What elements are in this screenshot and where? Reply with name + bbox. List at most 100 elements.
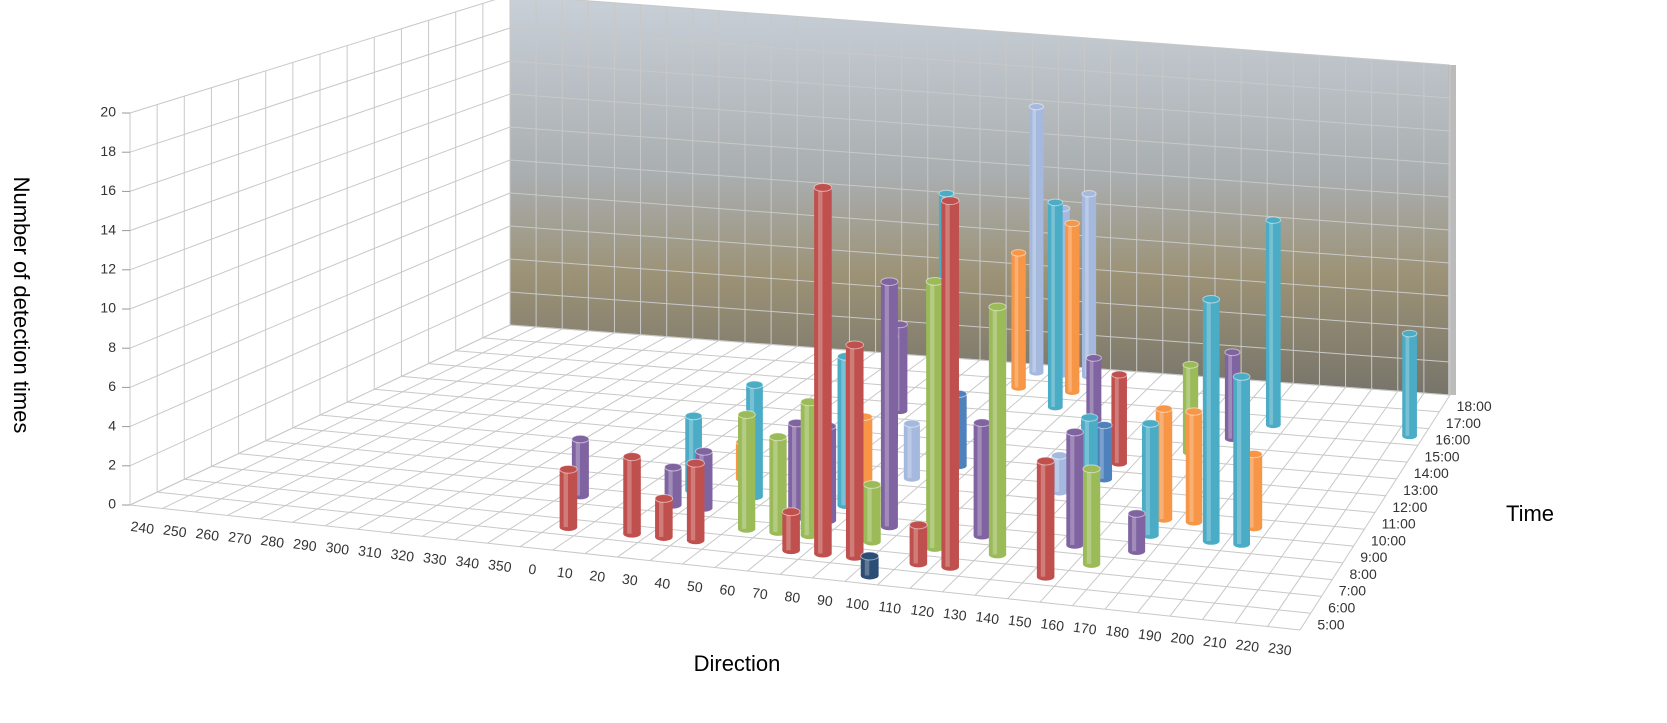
column-shine [1189, 411, 1194, 522]
column-shine [1086, 468, 1092, 565]
column-top [622, 452, 642, 462]
x-tick-label: 40 [654, 574, 672, 592]
column [925, 277, 944, 552]
column-top [925, 277, 944, 286]
column-shine [977, 422, 982, 536]
column-top [862, 480, 882, 489]
column-shine [1114, 374, 1119, 464]
column [862, 480, 882, 546]
x-tick-label: 80 [784, 588, 802, 606]
column-top [1080, 413, 1099, 422]
column-top [909, 520, 928, 530]
column-body [559, 469, 578, 528]
x-tick-label: 180 [1105, 622, 1131, 641]
column-shine [741, 414, 747, 529]
column-shine [1040, 461, 1046, 577]
column-shine [841, 356, 846, 506]
column-body [623, 456, 641, 534]
column-top [1155, 404, 1173, 413]
column-body [1155, 408, 1173, 520]
column [1202, 294, 1221, 545]
grid-line [129, 60, 1451, 192]
column-top [973, 418, 992, 428]
column-shine [1051, 202, 1055, 408]
column [940, 196, 960, 571]
column [686, 458, 705, 545]
column-shine [1206, 299, 1211, 542]
column [860, 551, 880, 580]
z-tick-label: 11:00 [1382, 516, 1416, 532]
column [1010, 249, 1027, 391]
column-top [903, 419, 921, 428]
column-top [1064, 219, 1080, 228]
x-tick-label: 290 [292, 535, 318, 554]
x-tick-label: 140 [975, 608, 1001, 627]
x-tick-label: 100 [845, 594, 871, 613]
column-top [1082, 464, 1101, 474]
y-axis-title: Number of detection times [9, 177, 34, 434]
column-top [880, 277, 899, 287]
column-body [769, 436, 787, 533]
column-top [1065, 427, 1084, 437]
x-tick-label: 340 [455, 553, 481, 572]
column-body [814, 187, 832, 554]
column-shine [867, 484, 872, 542]
column [768, 432, 788, 536]
x-tick-label: 120 [910, 601, 936, 620]
column-body [1036, 461, 1055, 577]
column-top [781, 507, 801, 517]
column-shine [1159, 408, 1164, 520]
floor-grid-line [428, 363, 1418, 446]
x-tick-label: 240 [130, 518, 156, 537]
column [1185, 407, 1203, 526]
column [1110, 370, 1128, 467]
x-tick-label: 330 [422, 549, 448, 568]
column-top [1050, 451, 1069, 460]
column-shine [668, 467, 673, 505]
column-shine [659, 498, 664, 537]
column-body [1185, 411, 1203, 522]
column-shine [1249, 454, 1254, 528]
column [622, 452, 642, 538]
column [1047, 198, 1064, 411]
x-tick-label: 110 [878, 598, 903, 617]
column [800, 397, 819, 540]
column-shine [804, 401, 809, 536]
column-body [1047, 202, 1063, 408]
column-top [654, 494, 674, 503]
column-top [1028, 102, 1044, 111]
column-shine [1405, 333, 1410, 436]
column-shine [849, 344, 855, 557]
y-tick-label: 4 [108, 417, 116, 433]
column-body [1051, 455, 1068, 492]
column-shine [792, 423, 797, 518]
column [1265, 216, 1282, 429]
column-top [1010, 249, 1027, 257]
column-body [782, 511, 800, 551]
column [903, 419, 921, 482]
column-top [684, 411, 703, 421]
column-shine [864, 555, 870, 576]
column [654, 494, 674, 541]
column [1064, 219, 1080, 395]
column-shine [689, 415, 694, 491]
column-top [1110, 370, 1128, 379]
column-top [1047, 198, 1064, 207]
column-body [1202, 299, 1220, 542]
x-tick-label: 90 [816, 591, 834, 609]
column-body [1082, 468, 1101, 565]
x-tick-label: 0 [527, 561, 537, 578]
x-tick-label: 280 [260, 532, 286, 551]
column-shine [1228, 352, 1233, 439]
z-tick-label: 14:00 [1414, 465, 1449, 481]
column-top [1224, 348, 1241, 357]
column-shine [884, 281, 889, 527]
x-tick-label: 250 [162, 521, 188, 540]
z-axis-title: Time [1506, 501, 1554, 526]
x-tick-label: 190 [1137, 626, 1163, 645]
column [1081, 190, 1097, 380]
column-shine [786, 511, 791, 551]
column [781, 507, 801, 555]
